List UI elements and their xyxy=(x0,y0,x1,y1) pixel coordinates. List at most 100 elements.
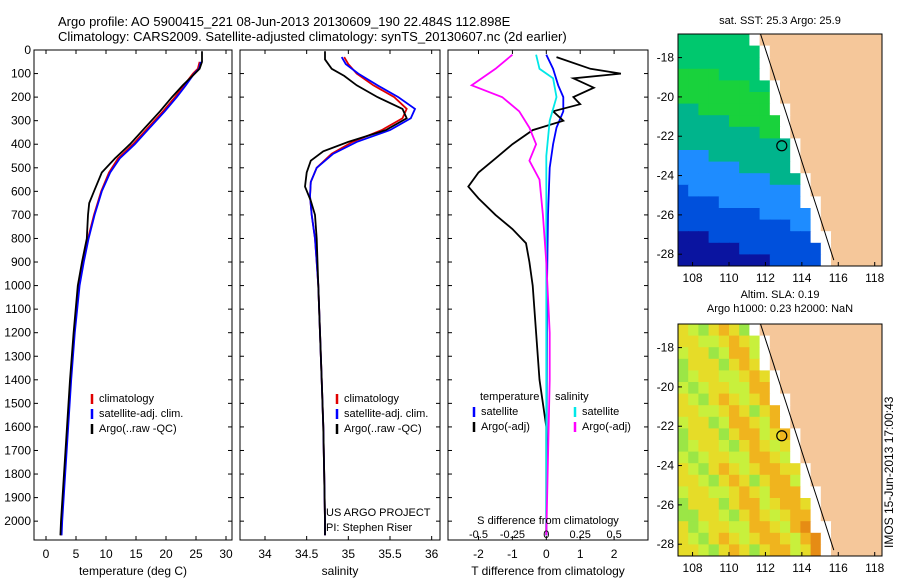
map-cell xyxy=(698,138,710,151)
map-cell xyxy=(790,92,801,105)
imos-timestamp: IMOS 15-Jun-2013 17:00:43 xyxy=(882,396,896,548)
map-cell xyxy=(851,347,863,360)
map-cell xyxy=(820,498,832,511)
map-cell xyxy=(780,115,791,128)
map-cell xyxy=(749,80,761,93)
map-cell xyxy=(831,196,842,209)
map-cell xyxy=(800,161,812,174)
map-cell xyxy=(810,440,822,453)
map-y-tick-label: -20 xyxy=(657,380,675,394)
map-cell xyxy=(871,347,882,360)
map-cell xyxy=(708,92,720,105)
y-tick-label: 1000 xyxy=(4,279,31,293)
map-cell xyxy=(841,196,852,209)
map-cell xyxy=(769,405,781,418)
map-cell xyxy=(688,45,699,58)
map-cell xyxy=(688,68,699,81)
map-cell xyxy=(698,196,710,209)
map-cell xyxy=(718,474,730,487)
map-cell xyxy=(841,370,852,383)
map-cell xyxy=(810,416,822,429)
map-cell xyxy=(739,184,750,197)
map-cell xyxy=(861,370,873,383)
map-cell xyxy=(831,254,842,266)
map-cell xyxy=(831,498,842,511)
map-cell xyxy=(708,45,720,58)
map-cell xyxy=(718,173,730,186)
map-cell xyxy=(769,254,781,266)
header-line-1: Argo profile: AO 5900415_221 08-Jun-2013… xyxy=(58,14,511,29)
map-cell xyxy=(780,208,791,221)
map-cell xyxy=(698,544,710,556)
map-cell xyxy=(861,544,873,556)
legend-title-salinity: salinity xyxy=(555,391,589,403)
map-cell xyxy=(820,103,832,116)
map-cell xyxy=(820,335,832,348)
map-cell xyxy=(810,92,822,105)
map-cell xyxy=(708,184,720,197)
map-cell xyxy=(698,486,710,499)
map-cell xyxy=(718,544,730,556)
map-cell xyxy=(749,521,761,534)
map-cell xyxy=(861,509,873,522)
y-tick-label: 1600 xyxy=(4,420,31,434)
map-cell xyxy=(851,382,863,395)
map-cell xyxy=(678,57,689,70)
map-cell xyxy=(871,92,882,105)
map-cell xyxy=(780,161,791,174)
map-cell xyxy=(769,509,781,522)
map-cell xyxy=(688,219,699,232)
map-cell xyxy=(841,335,852,348)
map-cell xyxy=(678,115,689,128)
map-cell xyxy=(739,115,750,128)
map-cell xyxy=(729,184,740,197)
map-cell xyxy=(749,532,761,545)
map-cell xyxy=(769,370,781,383)
map-cell xyxy=(718,358,730,371)
map-cell xyxy=(678,405,689,418)
map-cell xyxy=(831,382,842,395)
map-cell xyxy=(708,532,720,545)
map-cell xyxy=(708,521,720,534)
map-cell xyxy=(759,544,771,556)
y-tick-label: 400 xyxy=(11,137,31,151)
map-cell xyxy=(729,173,740,186)
map-cell xyxy=(718,126,730,139)
map-cell xyxy=(800,347,812,360)
map-cell xyxy=(841,115,852,128)
map-cell xyxy=(698,184,710,197)
map-cell xyxy=(708,347,720,360)
map-cell xyxy=(861,347,873,360)
map-cell xyxy=(688,161,699,174)
map-cell xyxy=(780,138,791,151)
map-cell xyxy=(739,405,750,418)
map-cell xyxy=(841,45,852,58)
map-cell xyxy=(749,544,761,556)
map-cell xyxy=(810,370,822,383)
map-cell xyxy=(759,161,771,174)
map-cell xyxy=(698,219,710,232)
map-cell xyxy=(729,254,740,266)
map-cell xyxy=(769,34,781,47)
map-cell xyxy=(861,231,873,244)
map-cell xyxy=(831,242,842,255)
map-cell xyxy=(861,440,873,453)
map-x-tick-label: 114 xyxy=(792,561,811,575)
map-cell xyxy=(851,126,863,139)
map-cell xyxy=(800,335,812,348)
map-cell xyxy=(861,115,873,128)
map-cell xyxy=(831,184,842,197)
legend-label: Argo(..raw -QC) xyxy=(99,423,177,435)
map-cell xyxy=(739,103,750,116)
map-cell xyxy=(820,196,832,209)
map-cell xyxy=(871,80,882,93)
map-cell xyxy=(718,428,730,441)
map-cell xyxy=(780,196,791,209)
map-cell xyxy=(800,474,812,487)
map-cell xyxy=(851,34,863,47)
map-cell xyxy=(678,324,689,337)
map-cell xyxy=(678,544,689,556)
map-cell xyxy=(759,440,771,453)
map-cell xyxy=(841,440,852,453)
map-cell xyxy=(729,196,740,209)
